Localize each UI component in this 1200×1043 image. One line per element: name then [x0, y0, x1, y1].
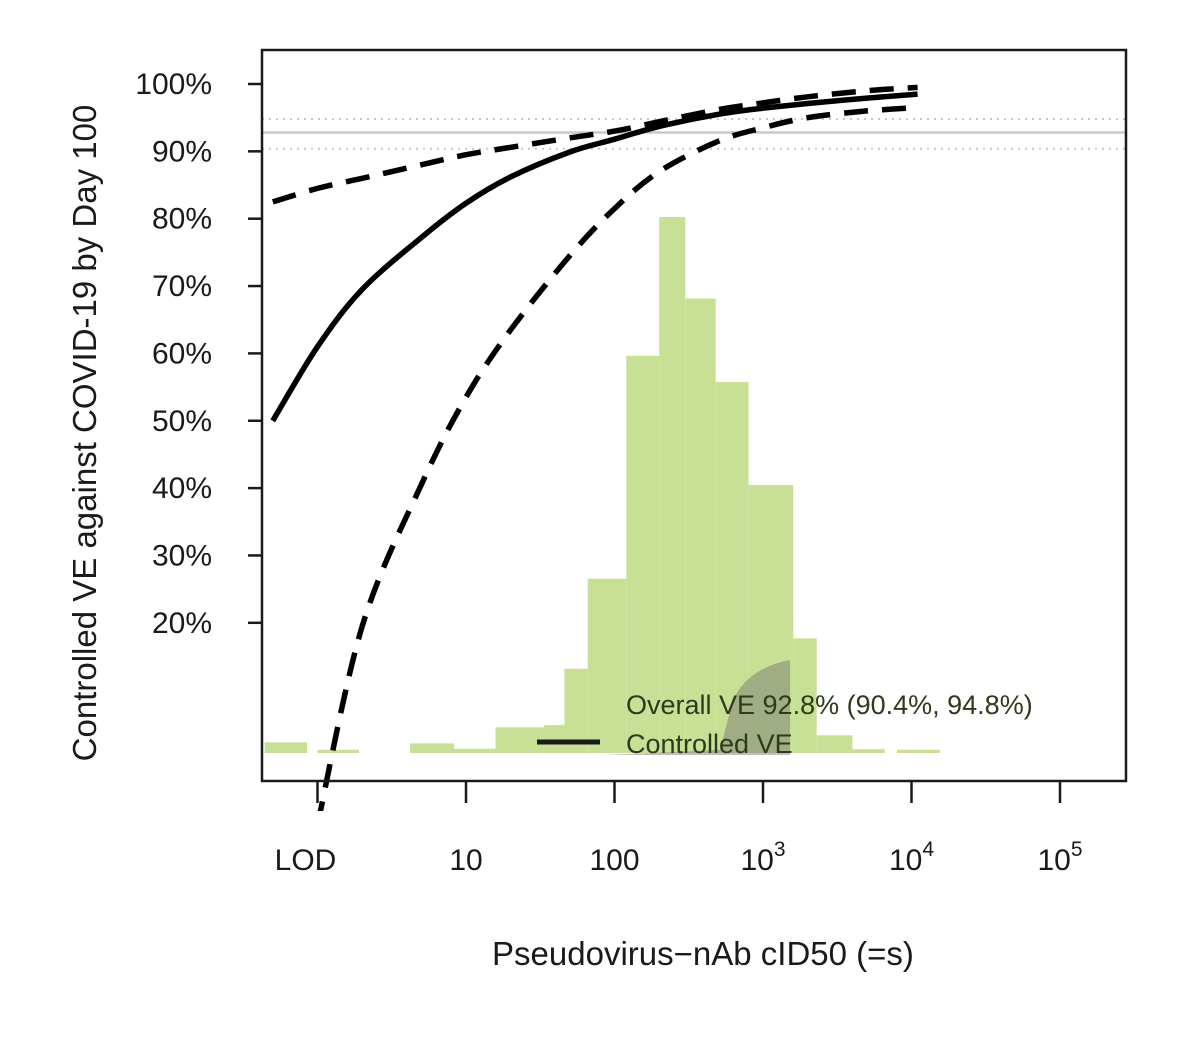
- histogram-bar: [626, 355, 660, 753]
- histogram-bar: [564, 668, 588, 753]
- histogram-bar: [793, 638, 817, 753]
- y-axis-title: Controlled VE against COVID-19 by Day 10…: [66, 105, 103, 762]
- x-tick-label: 10: [449, 844, 482, 877]
- histogram-bar: [264, 742, 308, 753]
- histogram: [264, 217, 940, 753]
- legend-overall-ve-label: Overall VE 92.8% (90.4%, 94.8%): [626, 690, 1033, 720]
- histogram-bar: [454, 748, 496, 753]
- y-tick-label: 40%: [152, 472, 212, 505]
- histogram-bar: [659, 217, 686, 753]
- histogram-bar: [852, 749, 885, 753]
- y-tick-label: 60%: [152, 337, 212, 370]
- plot-frame: [260, 48, 1128, 783]
- legend: Overall VE 92.8% (90.4%, 94.8%) Controll…: [537, 660, 1033, 759]
- x-tick-label: 104: [889, 838, 934, 877]
- upper-ci-curve: [271, 84, 918, 205]
- y-axis: 20% 30% 40% 50% 60% 70% 80% 90% 100%: [135, 68, 262, 640]
- histogram-bar: [748, 485, 794, 753]
- histogram-bar: [816, 735, 853, 753]
- y-tick-label: 50%: [152, 405, 212, 438]
- histogram-bar: [715, 382, 749, 753]
- x-tick-label: 105: [1037, 838, 1082, 877]
- histogram-bar: [685, 298, 716, 753]
- histogram-bar: [495, 727, 544, 753]
- y-tick-label: 20%: [152, 607, 212, 640]
- x-axis: LOD 10 100 103 104 105: [275, 781, 1083, 877]
- y-tick-label: 30%: [152, 539, 212, 572]
- legend-overall-ve-band: [603, 660, 790, 755]
- reference-lines: [262, 118, 1126, 150]
- y-tick-label: 100%: [135, 68, 212, 101]
- y-tick-label: 70%: [152, 270, 212, 303]
- curves: [270, 84, 918, 811]
- legend-controlled-ve-label: Controlled VE: [626, 729, 793, 759]
- histogram-bar: [587, 578, 627, 753]
- x-tick-label: LOD: [275, 844, 337, 877]
- histogram-bar: [317, 749, 359, 753]
- y-tick-label: 90%: [152, 135, 212, 168]
- controlled-ve-curve: [270, 91, 918, 423]
- histogram-bar: [410, 743, 454, 753]
- lower-ci-curve: [317, 104, 918, 811]
- x-axis-title: Pseudovirus−nAb cID50 (=s): [492, 935, 914, 972]
- y-tick-label: 80%: [152, 203, 212, 236]
- x-tick-label: 103: [740, 838, 785, 877]
- histogram-bar: [544, 725, 565, 753]
- histogram-bar: [897, 749, 940, 753]
- x-tick-label: 100: [589, 844, 639, 877]
